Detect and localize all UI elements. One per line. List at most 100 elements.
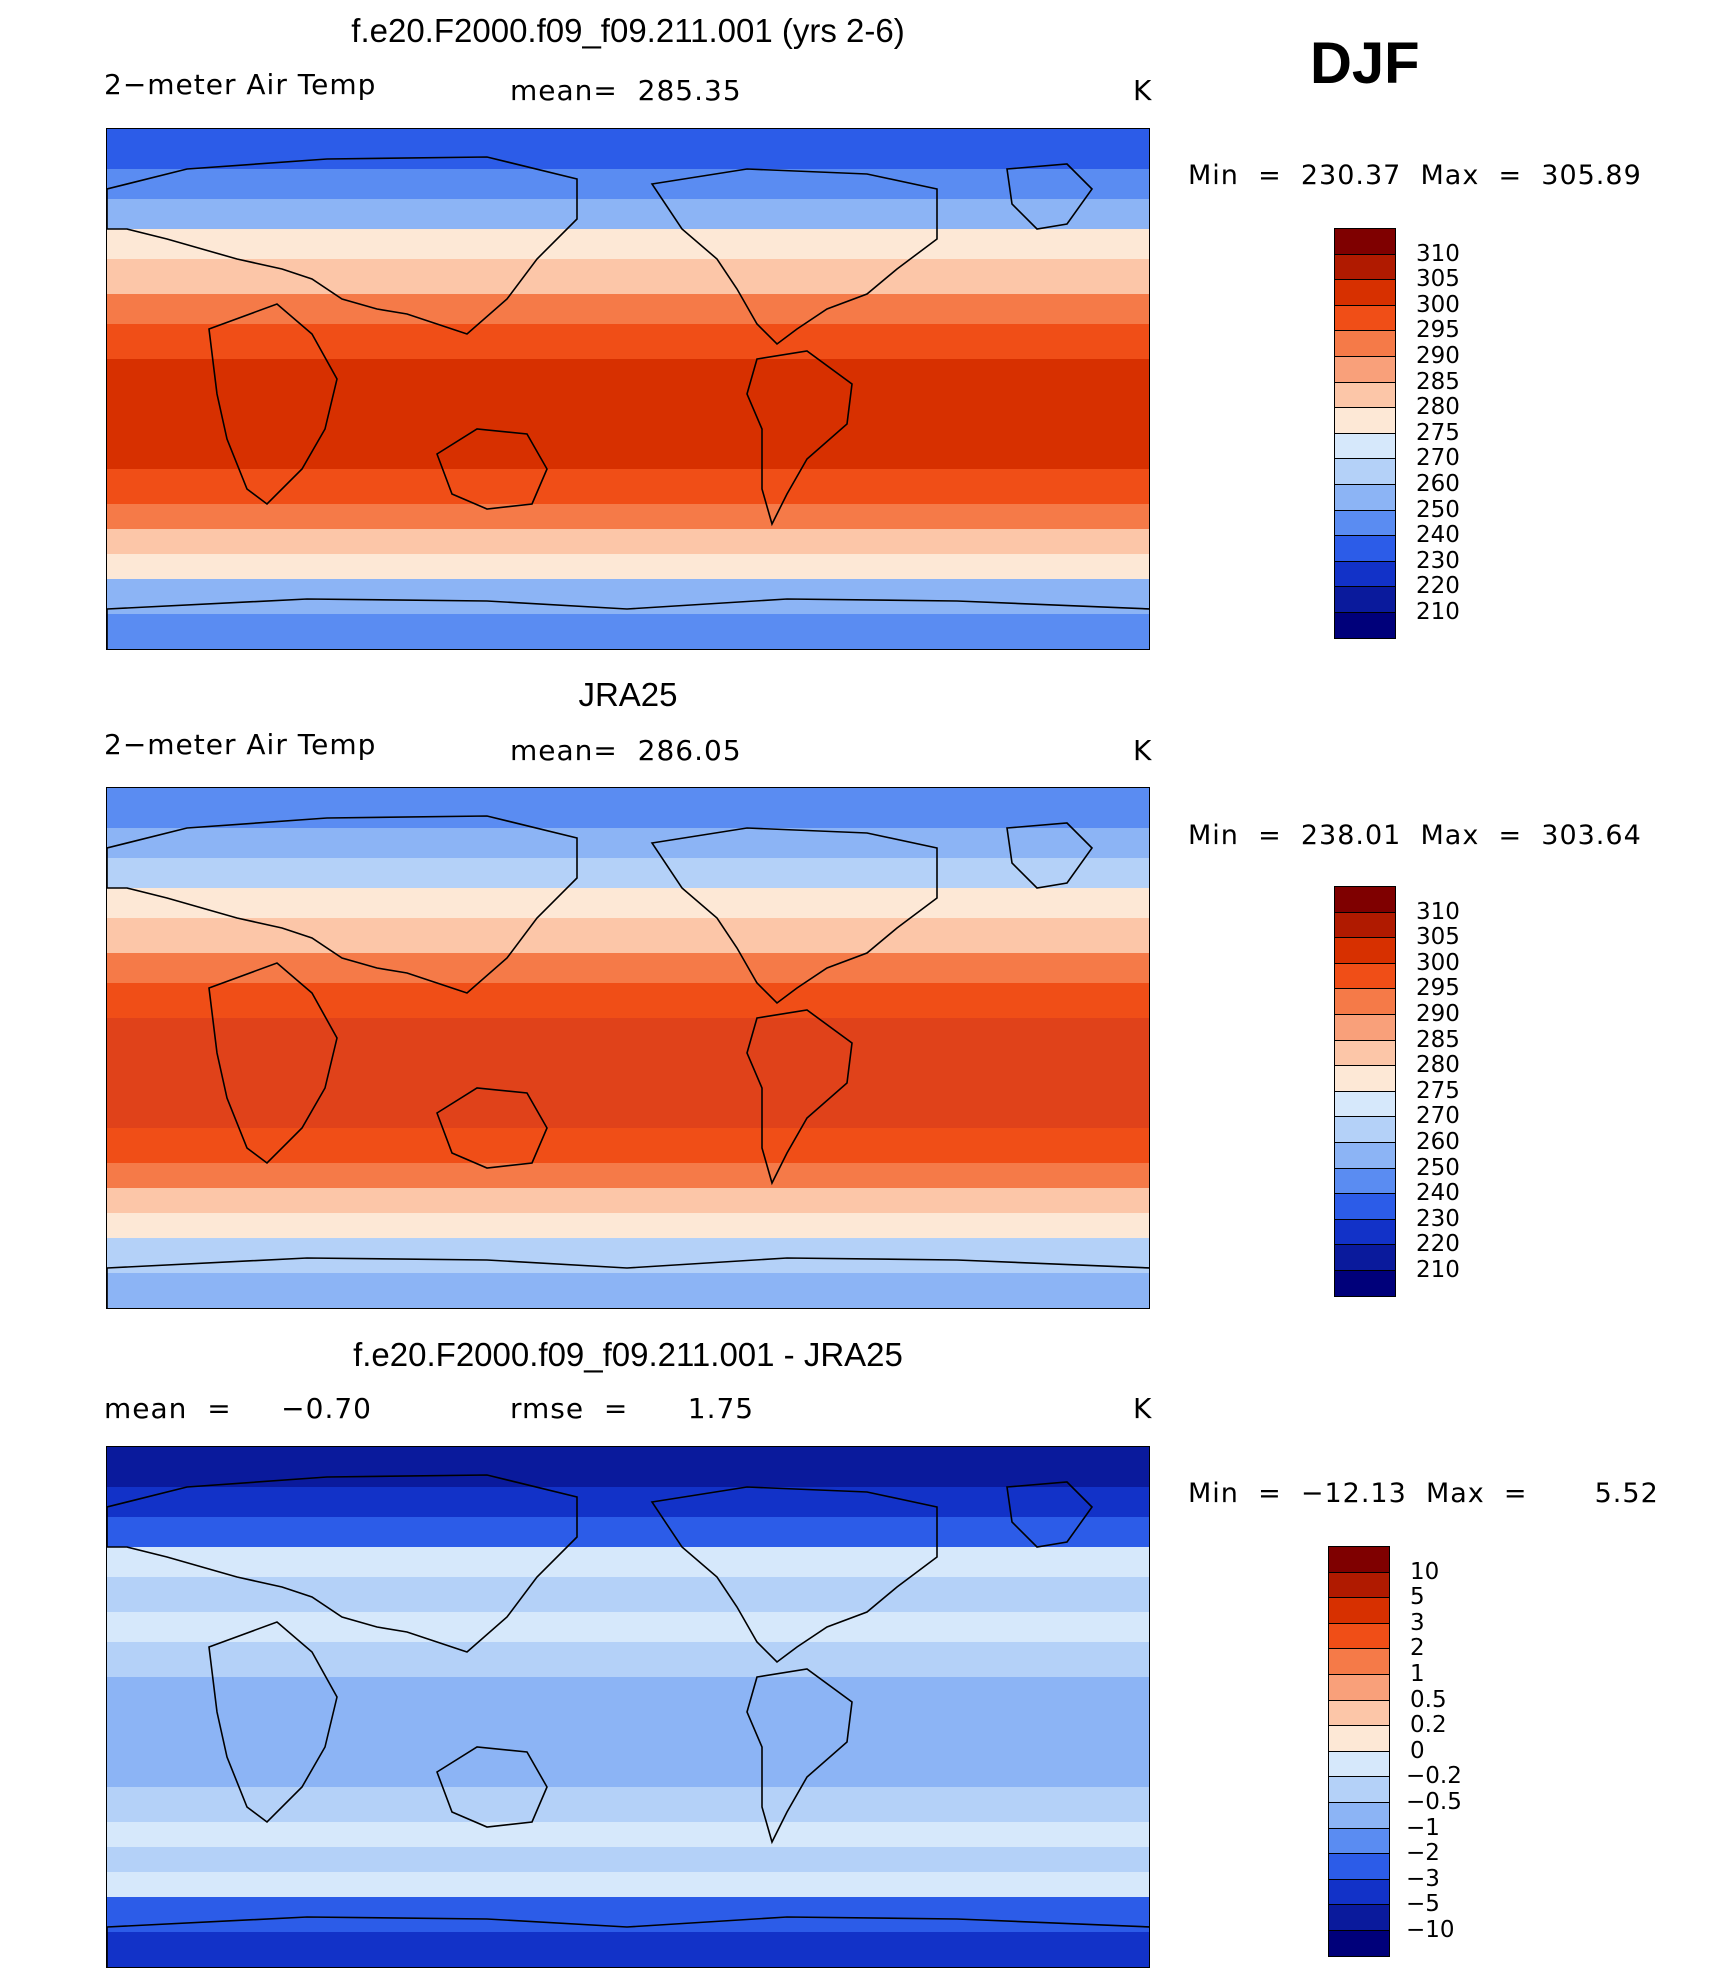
temperature-band bbox=[107, 1872, 1149, 1898]
temperature-band bbox=[107, 1787, 1149, 1823]
colorbar-swatch bbox=[1334, 586, 1396, 613]
coastline bbox=[746, 1668, 853, 1845]
coastline bbox=[107, 598, 1149, 649]
variable-label: 2−meter Air Temp bbox=[104, 728, 377, 761]
temperature-band bbox=[107, 1273, 1149, 1308]
colorbar-tick-label: 240 bbox=[1416, 522, 1460, 549]
colorbar-tick-label: 230 bbox=[1416, 547, 1460, 574]
coastline bbox=[746, 350, 853, 527]
temperature-band bbox=[107, 1577, 1149, 1613]
colorbar-swatch bbox=[1334, 937, 1396, 964]
temperature-band bbox=[107, 529, 1149, 555]
temperature-band bbox=[107, 1677, 1149, 1788]
colorbar-swatch bbox=[1334, 1142, 1396, 1169]
coastline bbox=[107, 1257, 1149, 1308]
colorbar-swatch bbox=[1334, 253, 1396, 281]
temperature-band bbox=[107, 983, 1149, 1019]
colorbar-tick-label: 290 bbox=[1416, 1001, 1460, 1027]
colorbar-swatch bbox=[1328, 1546, 1390, 1573]
colorbar-swatch bbox=[1328, 1699, 1390, 1727]
colorbar-tick-label: 300 bbox=[1416, 291, 1460, 318]
temperature-band bbox=[107, 788, 1149, 829]
colorbar-swatch bbox=[1334, 962, 1396, 990]
colorbar-swatch bbox=[1334, 1039, 1396, 1067]
colorbar-tick-label: 0.2 bbox=[1410, 1712, 1447, 1739]
colorbar-tick-label: 210 bbox=[1416, 599, 1460, 625]
colorbar-swatch bbox=[1334, 1014, 1396, 1041]
coastline bbox=[208, 962, 338, 1165]
colorbar-swatch bbox=[1334, 330, 1396, 357]
colorbar-tick-label: 295 bbox=[1416, 317, 1460, 344]
temperature-band bbox=[107, 504, 1149, 530]
coastline bbox=[650, 1486, 938, 1664]
colorbar-swatch bbox=[1334, 458, 1396, 485]
temperature-band bbox=[107, 1447, 1149, 1488]
temperature-band bbox=[107, 888, 1149, 919]
colorbar-tick-label: 305 bbox=[1416, 266, 1460, 293]
coastline bbox=[107, 815, 578, 994]
colorbar-swatch bbox=[1334, 1167, 1396, 1195]
variable-label: 2−meter Air Temp bbox=[104, 68, 377, 101]
temperature-band bbox=[107, 359, 1149, 470]
coastline bbox=[107, 1474, 578, 1653]
colorbar-swatch bbox=[1334, 612, 1396, 639]
colorbar-swatch bbox=[1334, 1244, 1396, 1271]
temperature-band bbox=[107, 1188, 1149, 1214]
colorbar-swatch bbox=[1328, 1802, 1390, 1829]
units-label: K bbox=[1133, 74, 1153, 107]
colorbar-tick-label: 280 bbox=[1416, 394, 1460, 421]
colorbar-tick-label: −10 bbox=[1406, 1917, 1455, 1943]
colorbar-swatch bbox=[1328, 1827, 1390, 1855]
coastline bbox=[650, 827, 938, 1005]
coastline bbox=[1006, 822, 1094, 889]
colorbar-tick-label: 220 bbox=[1416, 1231, 1460, 1258]
colorbar-swatch bbox=[1328, 1674, 1390, 1701]
coastline bbox=[208, 1621, 338, 1824]
colorbar-tick-label: 2 bbox=[1410, 1635, 1425, 1662]
colorbar-tick-label: 230 bbox=[1416, 1205, 1460, 1232]
units-label: K bbox=[1133, 734, 1153, 767]
colorbar-swatch bbox=[1328, 1853, 1390, 1880]
colorbar-swatch bbox=[1328, 1622, 1390, 1650]
coastline bbox=[1006, 1481, 1094, 1548]
temperature-band bbox=[107, 554, 1149, 580]
colorbar-swatch bbox=[1334, 484, 1396, 511]
temperature-map bbox=[106, 787, 1150, 1309]
min-max-label: Min = −12.13 Max = 5.52 bbox=[1188, 1478, 1659, 1509]
colorbar-swatch bbox=[1328, 1878, 1390, 1906]
colorbar-swatch bbox=[1328, 1725, 1390, 1752]
colorbar-swatch bbox=[1328, 1904, 1390, 1931]
colorbar-swatch bbox=[1328, 1776, 1390, 1803]
temperature-band bbox=[107, 1932, 1149, 1967]
temperature-band bbox=[107, 1213, 1149, 1239]
temperature-band bbox=[107, 129, 1149, 170]
colorbar-swatch bbox=[1334, 1116, 1396, 1143]
colorbar-tick-label: −1 bbox=[1406, 1814, 1440, 1841]
colorbar-swatch bbox=[1334, 381, 1396, 409]
temperature-band bbox=[107, 1487, 1149, 1518]
temperature-band bbox=[107, 469, 1149, 505]
colorbar-tick-label: −0.5 bbox=[1406, 1789, 1462, 1815]
temperature-band bbox=[107, 828, 1149, 859]
colorbar-swatch bbox=[1328, 1648, 1390, 1675]
colorbar-tick-label: 5 bbox=[1410, 1584, 1425, 1611]
temperature-band bbox=[107, 1547, 1149, 1578]
colorbar-tick-label: 305 bbox=[1416, 924, 1460, 951]
colorbar-swatch bbox=[1334, 1193, 1396, 1220]
temperature-band bbox=[107, 614, 1149, 649]
coastline bbox=[1006, 163, 1094, 230]
colorbar-swatch bbox=[1334, 911, 1396, 939]
colorbar-tick-label: 275 bbox=[1416, 1077, 1460, 1104]
colorbar-tick-label: 210 bbox=[1416, 1257, 1460, 1283]
min-max-label: Min = 238.01 Max = 303.64 bbox=[1188, 820, 1642, 851]
colorbar-tick-label: 290 bbox=[1416, 343, 1460, 369]
panel-title: JRA25 bbox=[578, 676, 678, 713]
colorbar-swatch bbox=[1328, 1597, 1390, 1624]
colorbar-swatch bbox=[1334, 1218, 1396, 1246]
colorbar-tick-label: 0.5 bbox=[1410, 1686, 1447, 1713]
colorbar-swatch bbox=[1334, 509, 1396, 537]
colorbar-tick-label: 260 bbox=[1416, 471, 1460, 497]
temperature-band bbox=[107, 858, 1149, 889]
colorbar-swatch bbox=[1328, 1750, 1390, 1778]
colorbar-tick-label: 250 bbox=[1416, 1154, 1460, 1181]
